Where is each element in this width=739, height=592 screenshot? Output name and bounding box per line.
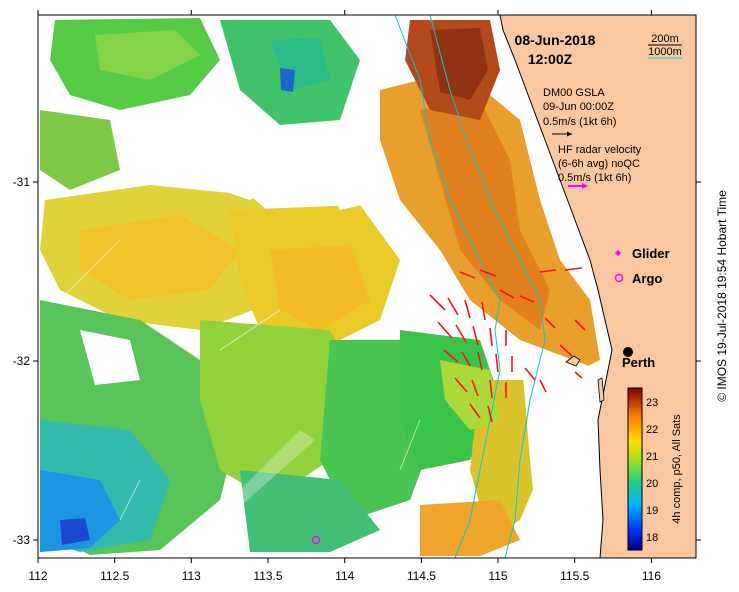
perth-label: Perth (622, 355, 655, 370)
argo-marker-offshore (311, 535, 321, 545)
y-tick-32: -32 (13, 354, 31, 368)
time-label: 12:00Z (528, 51, 573, 67)
colorbar-label: 4h comp, p50, All Sats (671, 414, 683, 524)
rottnest-island (565, 355, 581, 367)
gsla-title: DM00 GSLA (543, 87, 605, 99)
x-tick-116: 116 (642, 569, 661, 583)
x-tick-115: 115 (488, 569, 507, 583)
colorbar-tick-22: 22 (646, 424, 658, 436)
hf-radar-arrows (429, 267, 586, 423)
date-label: 08-Jun-2018 (515, 32, 596, 48)
plot-frame (37, 14, 697, 559)
glider-marker (615, 250, 621, 256)
colorbar-tick-18: 18 (646, 532, 658, 544)
y-axis: -31 -32 -33 (13, 175, 701, 547)
glider-label: Glider (632, 246, 670, 261)
x-tick-112-5: 112.5 (100, 569, 129, 583)
x-tick-114-5: 114.5 (407, 569, 436, 583)
x-tick-113: 113 (182, 569, 201, 583)
gsla-time: 09-Jun 00:00Z (543, 101, 614, 113)
x-axis: 112 112.5 113 113.5 114 114.5 115 115.5 … (28, 10, 661, 583)
isobath-shallow (59, 239, 421, 521)
cloud-gaps (80, 110, 600, 558)
isobath-200m (429, 15, 546, 558)
x-tick-115-5: 115.5 (560, 569, 589, 583)
hf-sub: (6-6h avg) noQC (558, 158, 640, 170)
colorbar-tick-21: 21 (646, 451, 658, 463)
platform-legend: Glider Argo (614, 246, 670, 286)
y-tick-33: -33 (13, 533, 31, 547)
x-tick-114: 114 (335, 569, 354, 583)
colorbar-tick-19: 19 (646, 505, 658, 517)
colorbar-tick-23: 23 (646, 397, 658, 409)
colorbar: 23 22 21 20 19 18 4h comp, p50, All Sats (627, 387, 683, 551)
perth-marker (623, 347, 633, 357)
argo-label: Argo (632, 271, 662, 286)
argo-legend-marker (614, 273, 624, 283)
contour-legend-1000m: 1000m (648, 46, 682, 58)
contour-legend: 200m 1000m (648, 33, 682, 59)
land-mass (499, 15, 696, 558)
credit-text: © IMOS 19-Jul-2018 19:54 Hobart Time (715, 190, 729, 402)
hf-title: HF radar velocity (558, 144, 642, 156)
gsla-scale: 0.5m/s (1kt 6h) (543, 116, 616, 128)
x-tick-113-5: 113.5 (253, 569, 282, 583)
hf-scale: 0.5m/s (1kt 6h) (558, 172, 631, 184)
gsla-legend: DM00 GSLA 09-Jun 00:00Z 0.5m/s (1kt 6h) (543, 87, 616, 137)
x-tick-112: 112 (28, 569, 47, 583)
y-tick-31: -31 (13, 175, 31, 189)
colorbar-tick-20: 20 (646, 478, 658, 490)
hf-legend: HF radar velocity (6-6h avg) noQC 0.5m/s… (558, 144, 642, 189)
isobath-1000m (394, 15, 501, 558)
garden-island (597, 377, 605, 403)
contour-legend-200m: 200m (651, 33, 679, 45)
colorbar-gradient (627, 387, 643, 551)
